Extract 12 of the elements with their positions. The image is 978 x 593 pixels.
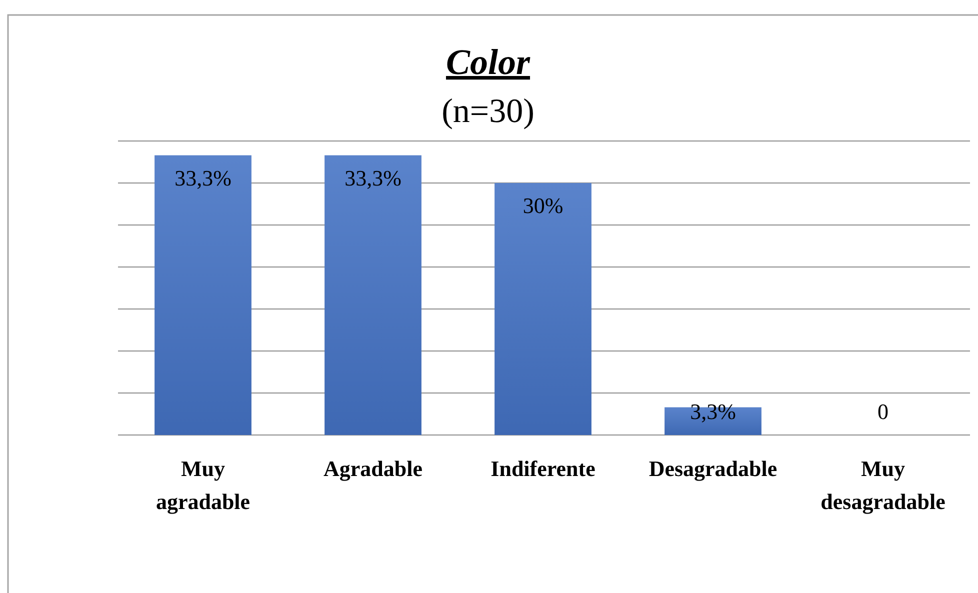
data-label: 33,3% xyxy=(344,165,402,190)
x-tick-label: Desagradable xyxy=(648,456,778,481)
data-label: 33,3% xyxy=(174,165,232,190)
x-tick-label: Muy agradable xyxy=(156,456,250,514)
x-tick-label: Agradable xyxy=(324,456,423,481)
data-label: 0 xyxy=(878,399,888,424)
data-label: 3,3% xyxy=(690,399,736,424)
x-tick-label: Indiferente xyxy=(490,456,596,481)
chart-title: Color xyxy=(446,42,531,82)
chart-subtitle: (n=30) xyxy=(442,93,534,130)
data-label: 30% xyxy=(522,193,564,218)
x-tick-label: Muy desagradable xyxy=(820,456,946,514)
